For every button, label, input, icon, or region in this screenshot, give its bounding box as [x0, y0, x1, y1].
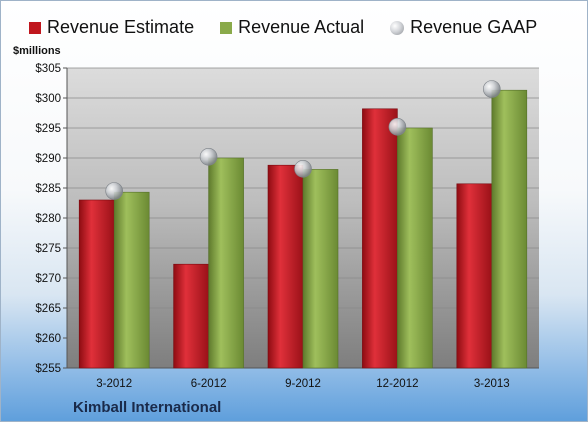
y-tick-label: $285 [35, 183, 61, 195]
bar-revenue-estimate [78, 199, 115, 369]
legend-label-gaap: Revenue GAAP [410, 17, 538, 37]
gaap-points [105, 80, 501, 200]
y-tick-label: $290 [35, 153, 61, 165]
point-revenue-gaap [199, 148, 218, 166]
x-tick-label: 3-2013 [474, 378, 510, 390]
bar-revenue-actual [491, 89, 528, 369]
point-revenue-gaap [105, 182, 123, 200]
y-tick-label: $300 [35, 93, 61, 105]
company-name: Kimball International [73, 399, 222, 416]
bar-revenue-estimate [362, 108, 398, 369]
bar-revenue-estimate [267, 164, 304, 369]
y-tick-label: $305 [35, 63, 61, 75]
legend-swatch-actual [220, 21, 233, 34]
y-axis-unit-label: $millions [13, 45, 61, 57]
y-tick-label: $270 [35, 273, 61, 285]
bar-revenue-actual [302, 169, 339, 369]
legend-item-actual: Revenue Actual [220, 17, 364, 38]
point-revenue-gaap [482, 80, 501, 98]
x-tick-label: 9-2012 [285, 378, 321, 390]
y-tick-label: $255 [35, 363, 61, 375]
bar-revenue-estimate [456, 183, 493, 369]
legend-item-estimate: Revenue Estimate [29, 17, 194, 38]
x-tick-label: 3-2012 [96, 378, 132, 390]
y-tick-label: $280 [35, 213, 61, 225]
legend-marker-gaap [390, 20, 405, 35]
bar-revenue-actual [113, 191, 150, 369]
legend-label-actual: Revenue Actual [238, 17, 365, 37]
y-tick-label: $265 [35, 303, 61, 315]
legend-item-gaap: Revenue GAAP [390, 17, 537, 38]
bars [78, 89, 528, 369]
x-tick-label: 12-2012 [376, 378, 418, 390]
legend-label-estimate: Revenue Estimate [47, 17, 195, 37]
point-revenue-gaap [294, 160, 312, 178]
y-tick-label: $275 [35, 243, 61, 255]
bar-revenue-estimate [173, 263, 209, 369]
x-axis-ticks: 3-2012 6-2012 9-2012 12-2012 3-2013 [96, 378, 509, 390]
bar-revenue-actual [208, 157, 244, 369]
point-revenue-gaap [388, 118, 407, 136]
y-tick-label: $260 [35, 333, 61, 345]
bar-revenue-actual [397, 127, 433, 369]
y-tick-label: $295 [35, 123, 61, 135]
legend-swatch-estimate [29, 21, 41, 34]
x-tick-label: 6-2012 [191, 378, 227, 390]
legend: Revenue Estimate Revenue Actual Revenue … [29, 17, 563, 38]
